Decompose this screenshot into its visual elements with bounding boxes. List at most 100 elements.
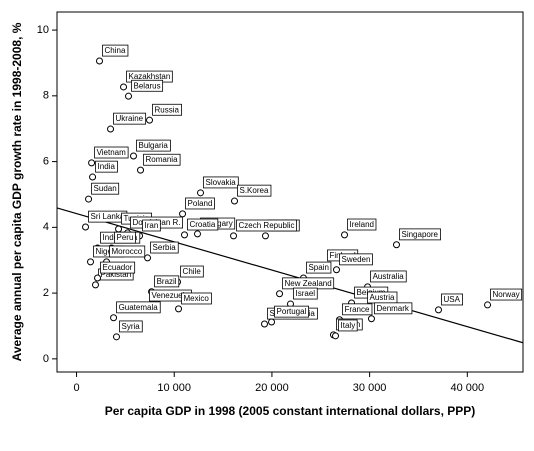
- point-label: Kazakhstan: [129, 72, 171, 81]
- point: [112, 333, 120, 341]
- point: [88, 159, 96, 167]
- point: [89, 173, 97, 181]
- plot-frame: [56, 11, 524, 373]
- point-label: Sudan: [94, 184, 117, 193]
- point: [110, 314, 118, 322]
- point: [231, 197, 239, 205]
- point-label-box: [293, 287, 318, 300]
- fit-line: [56, 207, 524, 344]
- point-label: Mexico: [184, 294, 210, 303]
- point: [333, 266, 341, 274]
- y-tick-label: 2: [43, 287, 49, 299]
- point-label: Israel: [295, 289, 315, 298]
- point-label: Norway: [493, 290, 520, 299]
- y-tick-label: 0: [43, 353, 49, 365]
- point-label-box: [119, 320, 143, 333]
- point-label-box: [236, 219, 297, 232]
- point: [129, 152, 137, 160]
- point: [332, 332, 340, 340]
- point: [434, 306, 442, 314]
- point-label: Sri Lanka: [91, 212, 125, 221]
- point-label: Portugal: [277, 307, 307, 316]
- point-label-box: [338, 319, 358, 332]
- point-label-box: [203, 176, 239, 189]
- point: [268, 318, 276, 326]
- point: [91, 281, 99, 289]
- point: [179, 210, 187, 218]
- point: [95, 57, 103, 65]
- point-label-box: [152, 103, 182, 116]
- point-label-box: [185, 197, 215, 210]
- point-label-box: [237, 184, 272, 197]
- point-label-box: [441, 293, 464, 306]
- point-label: China: [104, 46, 125, 55]
- point: [144, 254, 152, 262]
- point-label-box: [136, 139, 171, 152]
- point: [230, 232, 238, 240]
- point-label-box: [114, 231, 136, 244]
- point-label: Croatia: [189, 220, 215, 229]
- x-axis-title: Per capita GDP in 1998 (2005 constant in…: [105, 404, 476, 418]
- point: [193, 230, 201, 238]
- point-label-box: [180, 265, 204, 278]
- x-tick-label: 30 000: [353, 382, 387, 394]
- point-label: France: [345, 305, 370, 314]
- point: [261, 320, 269, 328]
- point-label-box: [143, 153, 181, 166]
- point-label: Peru: [117, 233, 134, 242]
- point: [146, 116, 154, 124]
- point-label: USA: [443, 295, 460, 304]
- point: [484, 301, 492, 309]
- point-label-box: [490, 288, 523, 301]
- point-label-box: [100, 261, 136, 274]
- point: [392, 241, 400, 249]
- point-label: Bulgaria: [138, 141, 168, 150]
- point-label: Venezuela: [151, 291, 189, 300]
- point-label: Ireland: [350, 220, 374, 229]
- point-label: Brazil: [157, 277, 177, 286]
- y-tick-label: 4: [43, 221, 49, 233]
- point-label-box: [94, 146, 129, 159]
- point-label: Ecuador: [103, 263, 133, 272]
- point: [82, 223, 90, 231]
- point-label-box: [374, 302, 413, 315]
- point-label-box: [342, 303, 373, 316]
- point-label: Denmark: [376, 304, 409, 313]
- point-label: Russia: [155, 105, 180, 114]
- point-label: Czech Republic: [239, 221, 295, 230]
- x-tick-label: 20 000: [255, 382, 289, 394]
- point-label-box: [274, 305, 309, 318]
- point-label: Romania: [146, 155, 179, 164]
- point-label: New Zealand: [285, 279, 332, 288]
- point-label-box: [91, 182, 120, 195]
- x-tick-label: 40 000: [450, 382, 484, 394]
- point: [175, 305, 183, 313]
- y-tick-label: 6: [43, 155, 49, 167]
- point-label-box: [370, 270, 407, 283]
- point: [115, 225, 123, 233]
- point-label-box: [131, 79, 164, 92]
- point-label-box: [347, 218, 377, 231]
- point-label: Singapore: [401, 230, 438, 239]
- point: [180, 231, 188, 239]
- point-label-box: [102, 44, 129, 57]
- point-label: Pakistan: [100, 270, 131, 279]
- point-label-box: [187, 218, 219, 231]
- point-label: Italy: [341, 321, 356, 330]
- point-label-box: [306, 261, 332, 274]
- x-tick-label: 10 000: [157, 382, 191, 394]
- point-label: Nigeria: [96, 247, 122, 256]
- point-label-box: [95, 160, 118, 173]
- y-axis-title: Average annual per capita GDP growth rat…: [10, 22, 24, 361]
- point: [85, 195, 93, 203]
- point-label-box: [150, 241, 179, 254]
- point: [261, 232, 269, 240]
- point: [367, 315, 375, 323]
- point-label: Belarus: [134, 81, 161, 90]
- point-label-box: [109, 245, 146, 258]
- point: [120, 83, 128, 91]
- point-label-box: [116, 301, 161, 314]
- point-label-box: [113, 112, 147, 125]
- point: [197, 189, 205, 197]
